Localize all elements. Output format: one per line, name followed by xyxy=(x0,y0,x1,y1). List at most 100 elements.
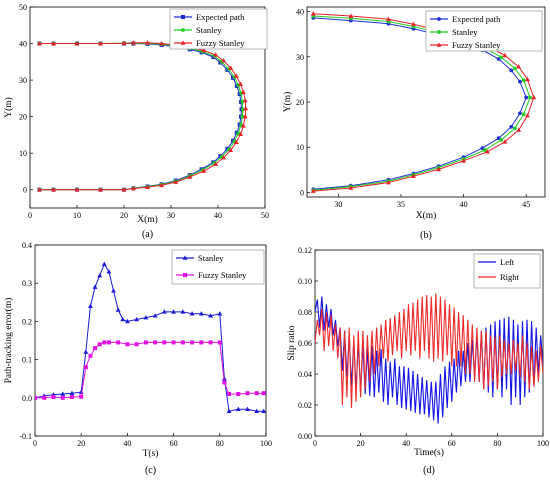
x-tick-label: 20 xyxy=(77,439,85,448)
x-tick-label: 45 xyxy=(522,200,530,209)
legend: Expected path Stanley Fuzzy Stanley xyxy=(425,10,543,52)
x-tick-label: 50 xyxy=(261,211,269,220)
data-point xyxy=(134,316,140,322)
legend-marker xyxy=(182,255,188,260)
data-point xyxy=(524,95,529,100)
data-point xyxy=(525,76,530,82)
data-point xyxy=(233,139,239,145)
data-point xyxy=(134,342,139,347)
data-point xyxy=(516,64,522,69)
x-tick-label: 60 xyxy=(170,439,178,448)
data-point xyxy=(93,346,98,351)
data-point xyxy=(310,188,316,193)
data-point xyxy=(240,99,245,104)
legend-label: Fuzzy Stanley xyxy=(196,38,245,48)
y-tick-label: 20 xyxy=(19,113,27,122)
data-point xyxy=(213,161,219,166)
data-point xyxy=(513,126,517,131)
data-point xyxy=(180,340,185,345)
data-point xyxy=(521,112,526,117)
y-tick-label: 20 xyxy=(296,98,304,107)
data-point xyxy=(201,168,207,173)
data-point xyxy=(238,81,243,86)
data-point xyxy=(98,187,103,192)
data-point xyxy=(121,40,127,45)
y-tick-label: 10 xyxy=(296,143,304,152)
data-point xyxy=(78,389,84,394)
legend-marker xyxy=(183,273,187,277)
data-point xyxy=(173,179,179,184)
data-point xyxy=(187,174,193,179)
data-point xyxy=(502,139,508,144)
data-point xyxy=(97,272,103,278)
y-tick-label: 0.0 xyxy=(22,394,32,403)
series-line-stanley xyxy=(35,262,264,412)
data-point xyxy=(254,391,259,396)
data-point xyxy=(201,47,207,53)
legend-label: Expected path xyxy=(196,12,245,22)
data-point xyxy=(518,111,522,116)
data-point xyxy=(143,340,148,345)
y-axis-label: Y(m) xyxy=(3,97,14,118)
y-tick-label: 30 xyxy=(19,76,27,85)
x-tick-label: 20 xyxy=(120,211,128,220)
data-point xyxy=(198,311,204,316)
data-point xyxy=(217,311,223,316)
data-point xyxy=(171,309,176,314)
series-group xyxy=(35,261,266,413)
data-point xyxy=(83,365,88,370)
data-point xyxy=(69,395,74,400)
data-point xyxy=(131,186,136,191)
data-point xyxy=(436,166,441,172)
data-point xyxy=(152,313,158,318)
y-tick-label: 0.12 xyxy=(298,246,312,255)
legend-marker xyxy=(436,42,442,47)
data-point xyxy=(106,269,112,274)
data-point xyxy=(74,187,80,192)
series-group xyxy=(37,40,249,192)
legend-marker xyxy=(180,40,186,45)
data-point xyxy=(484,149,490,154)
data-point xyxy=(222,380,227,385)
x-axis-label: X(m) xyxy=(137,214,158,225)
x-tick-label: 80 xyxy=(493,439,501,448)
data-point xyxy=(162,340,167,345)
data-point xyxy=(131,40,136,45)
y-tick-label: 0.04 xyxy=(298,370,312,379)
y-tick-label: 0 xyxy=(300,188,304,197)
data-point xyxy=(516,127,522,132)
data-point xyxy=(254,408,260,413)
data-point xyxy=(60,395,65,400)
data-point xyxy=(482,148,487,152)
legend-label: Stanley xyxy=(198,253,224,263)
data-point xyxy=(221,58,227,63)
x-tick-label: 30 xyxy=(334,200,342,209)
legend-label: Expected path xyxy=(452,14,501,24)
data-point xyxy=(74,40,80,46)
data-point xyxy=(92,284,98,289)
data-point xyxy=(236,391,241,396)
data-point xyxy=(208,340,213,345)
legend-label: Left xyxy=(500,257,515,267)
data-point xyxy=(521,78,526,83)
data-point xyxy=(79,394,84,399)
y-tick-label: 0.4 xyxy=(22,241,32,250)
data-point xyxy=(51,395,56,400)
series-line-fuzzy-stanley xyxy=(35,341,264,399)
y-axis-label: Path-tracking error(m) xyxy=(3,298,14,384)
legend-box xyxy=(473,253,541,289)
y-tick-label: 0.3 xyxy=(22,279,32,288)
data-point xyxy=(245,406,250,412)
data-point xyxy=(509,68,514,73)
x-tick-label: 30 xyxy=(167,211,175,220)
data-point xyxy=(116,340,121,345)
legend-marker xyxy=(437,30,441,34)
legend-marker xyxy=(181,15,185,19)
y-tick-label: 0.2 xyxy=(22,317,32,326)
y-tick-label: 0.10 xyxy=(298,277,312,286)
x-tick-label: 40 xyxy=(123,439,131,448)
y-tick-label: 40 xyxy=(19,40,27,49)
data-point xyxy=(106,340,111,345)
data-point xyxy=(217,340,222,345)
x-tick-label: 40 xyxy=(402,439,410,448)
